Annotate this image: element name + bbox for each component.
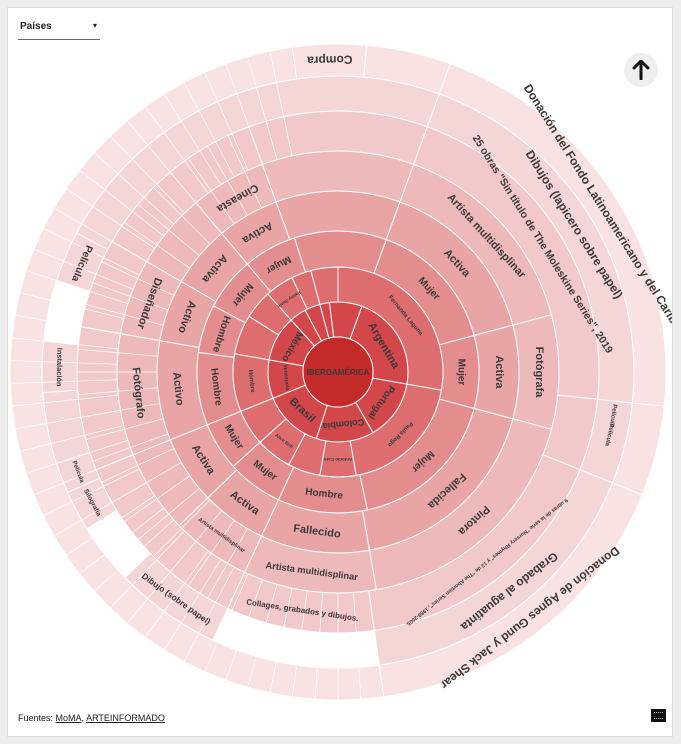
segment-divider [207, 528, 248, 599]
sunburst-label-medium-instalacion: Instalación [55, 348, 65, 387]
segment-divider [94, 152, 174, 225]
country-filter-label: Países [20, 21, 52, 32]
sources-footer: Fuentes: MoMA, ARTEINFORMADO [18, 713, 165, 723]
segment-divider [183, 82, 235, 178]
arteinformado-link[interactable]: ARTEINFORMADO [86, 713, 165, 723]
segment-divider [169, 510, 222, 573]
segment-divider [19, 425, 124, 452]
segment-divider [163, 93, 222, 185]
segment-divider [292, 590, 308, 697]
segment-divider [101, 261, 175, 296]
segment-divider [33, 454, 134, 496]
segment-divider [247, 56, 278, 160]
sunburst-label-gender-mujer: Mujer [456, 359, 467, 386]
sunburst-label-artist-antonio-caro: Antonio Caro [324, 457, 353, 462]
segment-divider [79, 169, 165, 237]
segment-divider [353, 592, 362, 700]
arrow-up-icon [632, 60, 650, 80]
sunburst-label-gender-hombre: Hombre [208, 368, 224, 407]
segment-divider [10, 379, 118, 384]
segment-divider [11, 394, 119, 407]
segment-divider [124, 475, 190, 522]
country-filter-dropdown[interactable]: Países ▾ [18, 17, 100, 40]
segment-divider [109, 135, 185, 214]
segment-divider [144, 550, 209, 638]
segment-divider [188, 520, 235, 586]
segment-divider [204, 573, 249, 672]
moma-link[interactable]: MoMA [55, 713, 82, 723]
sources-prefix: Fuentes: [18, 713, 56, 723]
sunburst-label-gender-hombre: Hombre [305, 487, 344, 502]
segment-divider [137, 203, 200, 256]
segment-divider [101, 448, 175, 483]
sunburst-chart: ArgentinaPortugalColombiaBrasilVenezuela… [9, 43, 672, 701]
segment-divider [111, 462, 182, 503]
sunburst-label-status-activo: Activo [170, 371, 185, 406]
segment-divider [227, 135, 262, 209]
sunburst-label-artist-hombre: Hombre [247, 370, 255, 394]
segment-divider [92, 282, 169, 311]
segment-divider [137, 488, 200, 541]
sunburst-segment-acquisition-5[interactable] [363, 44, 451, 95]
segment-divider [33, 248, 134, 290]
segment-divider [80, 326, 160, 341]
segment-divider [85, 304, 164, 326]
segment-divider [77, 387, 158, 396]
segment-divider [19, 292, 124, 319]
segment-divider [43, 227, 140, 276]
segment-divider [80, 403, 160, 418]
segment-divider [163, 559, 222, 651]
segment-divider [79, 507, 165, 575]
segment-divider [269, 588, 293, 693]
segment-divider [204, 72, 249, 171]
segment-divider [43, 468, 140, 517]
sunburst-label-extra-pelicula-0: Película [608, 404, 619, 428]
back-up-button[interactable] [624, 53, 658, 87]
sunburst-label-country-colombia: Colombia [321, 417, 365, 431]
sunburst-root-label: IBEROAMÉRICA [307, 368, 370, 377]
segment-divider [207, 145, 248, 216]
sunburst-label-profession-fotografa: Fotógrafa [533, 347, 545, 399]
sunburst-label-country-venezuela: Venezuela [281, 364, 290, 392]
segment-divider [248, 126, 277, 203]
segment-divider [225, 579, 263, 681]
segment-divider [92, 433, 169, 462]
segment-divider [314, 592, 323, 700]
segment-divider [111, 241, 182, 282]
segment-divider [153, 187, 211, 245]
segment-divider [144, 106, 209, 194]
segment-divider [10, 360, 118, 365]
segment-divider [94, 519, 174, 592]
sources-separator: , [81, 713, 87, 723]
segment-divider [85, 418, 164, 440]
segment-divider [169, 171, 222, 234]
sunburst-label-status-activa: Activa [493, 355, 505, 389]
segment-divider [109, 530, 185, 609]
embed-logo-icon[interactable] [651, 709, 666, 722]
chevron-down-icon: ▾ [92, 21, 97, 30]
segment-divider [11, 337, 119, 350]
sunburst-root[interactable] [302, 336, 374, 408]
sunburst-label-acquisition-compra: Compra [307, 53, 353, 68]
sunburst-segment-gender-10[interactable] [293, 230, 387, 274]
segment-divider [368, 590, 384, 697]
segment-divider [153, 499, 211, 557]
sunburst-segment-acquisition-3[interactable] [9, 46, 385, 701]
segment-divider [269, 51, 293, 156]
segment-divider [227, 535, 262, 609]
sunburst-label-profession-fotografo: Fotógrafo [129, 367, 146, 420]
segment-divider [65, 188, 155, 249]
segment-divider [247, 584, 278, 688]
segment-divider [77, 348, 158, 357]
segment-divider [124, 222, 190, 269]
segment-divider [25, 270, 128, 305]
chart-frame: Países ▾ Argentina Portugal Colombia Brasil… [7, 7, 673, 737]
segment-divider [183, 566, 235, 662]
segment-divider [65, 495, 155, 556]
segment-divider [188, 158, 235, 224]
segment-divider [25, 439, 128, 474]
